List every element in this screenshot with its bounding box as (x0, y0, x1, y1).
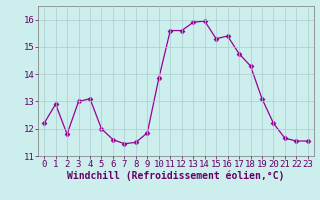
X-axis label: Windchill (Refroidissement éolien,°C): Windchill (Refroidissement éolien,°C) (67, 171, 285, 181)
